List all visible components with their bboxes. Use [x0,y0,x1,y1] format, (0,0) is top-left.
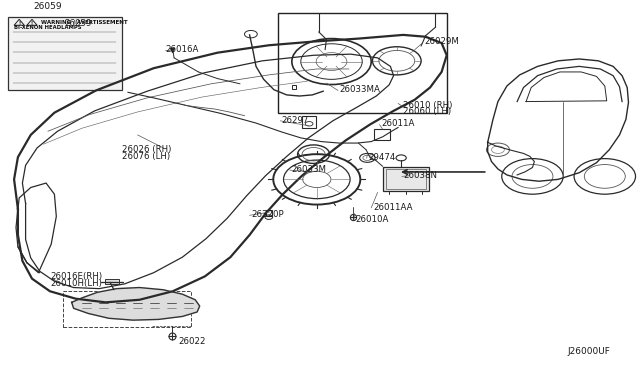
Text: !: ! [18,20,20,26]
Text: 26026 (RH): 26026 (RH) [122,145,171,154]
Text: 26010 (RH): 26010 (RH) [403,101,452,110]
Text: 26029M: 26029M [424,37,459,46]
Text: WARNING / AVERTISSEMENT: WARNING / AVERTISSEMENT [41,20,127,25]
Text: J26000UF: J26000UF [568,347,610,356]
Bar [278,13,447,113]
Text: 29474: 29474 [368,153,396,162]
Bar [386,169,426,189]
Bar [383,167,429,191]
Text: 26011AA: 26011AA [373,203,413,212]
Text: 26059: 26059 [64,19,92,28]
Bar [63,291,191,327]
Text: 26059: 26059 [33,2,62,11]
Text: 26038N: 26038N [403,171,437,180]
Polygon shape [72,288,200,320]
Text: 26033MA: 26033MA [339,85,380,94]
Bar [8,17,122,90]
Text: !: ! [31,20,33,26]
Bar [374,129,390,141]
Text: BI-XENON HEADLAMPS: BI-XENON HEADLAMPS [14,25,81,30]
Text: 26011A: 26011A [381,119,415,128]
Bar [105,279,119,284]
Text: 26010A: 26010A [355,215,388,224]
Text: 26076 (LH): 26076 (LH) [122,152,170,161]
Text: 26297: 26297 [282,116,309,125]
Text: 26033M: 26033M [291,165,326,174]
Text: 26320P: 26320P [252,210,284,219]
Bar [302,116,316,128]
Text: 26016E(RH): 26016E(RH) [50,272,102,281]
Text: 26010H(LH): 26010H(LH) [50,279,102,288]
Text: 26016A: 26016A [165,45,198,54]
Text: 26060 (LH): 26060 (LH) [403,107,451,116]
Text: 26022: 26022 [178,337,205,346]
